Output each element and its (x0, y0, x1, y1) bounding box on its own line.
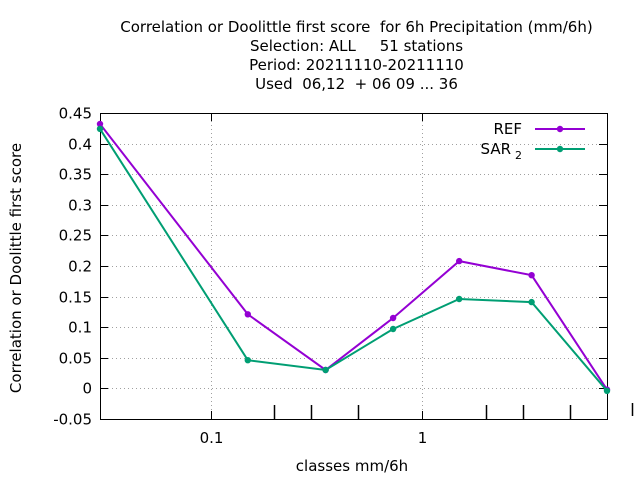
y-tick-label: 0.15 (59, 289, 92, 307)
series-0-point (456, 257, 463, 265)
y-tick-label: 0 (82, 380, 92, 398)
series-line-1 (99, 128, 608, 392)
y-tick-label: 0.1 (68, 319, 92, 337)
y-tick-label: 0.3 (68, 197, 92, 215)
series-0-point (389, 314, 397, 322)
series-1-point (244, 357, 251, 364)
chart-title-line-1: Correlation or Doolittle first score for… (120, 18, 593, 36)
axes: -0.05 0 0.05 0.1 0.15 0.2 0.25 0.3 0.35 0.4 0.45 0.… (53, 105, 634, 447)
chart-title-line-4: Used 06,12 + 06 09 ... 36 (255, 75, 458, 93)
series-layer (96, 120, 611, 394)
y-tick-label: 0.35 (59, 166, 92, 184)
x-tick-label: 1 (418, 429, 428, 447)
series-1-point (456, 295, 463, 303)
series-1-point (322, 366, 329, 374)
series-1-point (528, 298, 535, 306)
y-tick-label: 0.2 (68, 258, 92, 276)
legend-marker-0 (556, 125, 564, 133)
series-0-point (528, 272, 535, 279)
series-0-point (96, 120, 104, 128)
y-tick-label: -0.05 (53, 411, 92, 429)
legend-marker-1 (556, 145, 564, 153)
series-line-0 (99, 123, 608, 391)
y-tick-label: 0.4 (68, 136, 92, 154)
x-axis-label: classes mm/6h (296, 457, 408, 475)
series-1-point (603, 387, 611, 394)
series-1-point (96, 125, 104, 133)
series-0-point (244, 311, 251, 318)
legend: REF SAR 2 (481, 120, 585, 162)
x-tick-label: 0.1 (200, 429, 224, 447)
y-tick-label: 0.05 (59, 350, 92, 368)
y-tick-label: 0.45 (59, 105, 92, 123)
y-axis-label: Correlation or Doolittle first score (7, 143, 25, 393)
grid (100, 113, 607, 419)
chart-title-line-3: Period: 20211110-20211110 (249, 56, 464, 74)
legend-label-0: REF (493, 120, 522, 138)
chart-title-line-2: Selection: ALL 51 stations (249, 37, 464, 55)
y-tick-label: 0.25 (59, 227, 92, 245)
legend-label-1: SAR 2 (481, 140, 522, 162)
plot-frame (100, 113, 608, 420)
series-1-point (389, 325, 397, 333)
